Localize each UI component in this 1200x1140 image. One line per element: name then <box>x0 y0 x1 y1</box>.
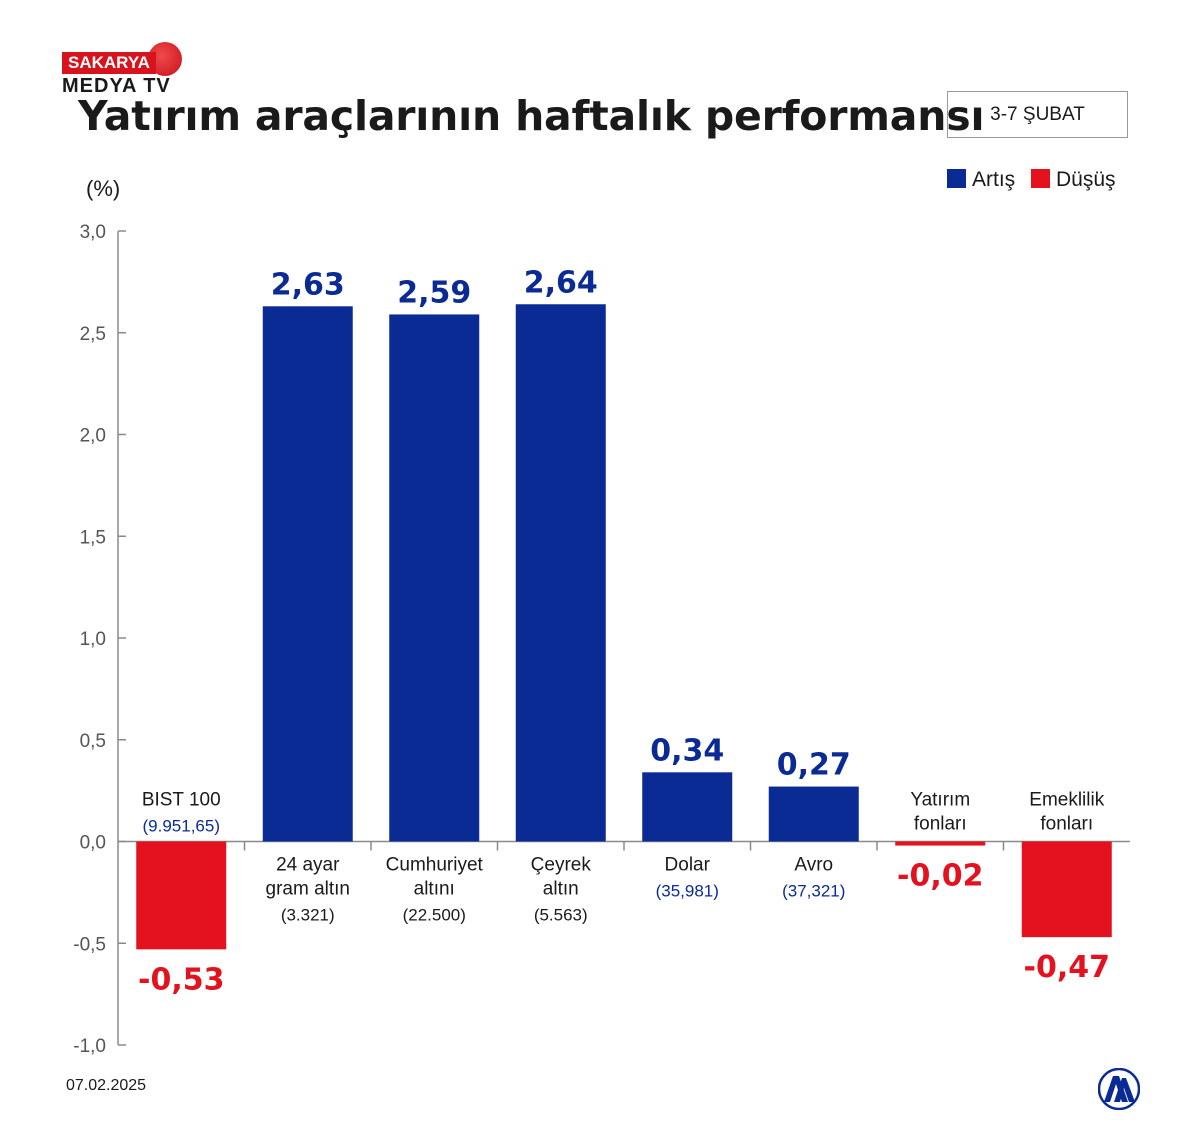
bar <box>895 841 986 846</box>
category-label: Dolar <box>665 855 711 876</box>
category-label: Cumhuriyet <box>386 855 484 876</box>
bar <box>768 786 859 842</box>
y-tick-label: 1,5 <box>80 527 106 548</box>
y-tick-label: 0,5 <box>80 731 106 752</box>
category-label: Emeklilik <box>1029 790 1104 811</box>
date-range-badge: 3-7 ŞUBAT <box>947 91 1128 138</box>
legend-item-dusus: Düşüş <box>1031 168 1116 192</box>
bar-value-label: 0,27 <box>777 748 851 783</box>
y-axis-unit-label: (%) <box>86 176 121 201</box>
bar-value-label: 2,64 <box>524 265 598 300</box>
bar-value-label: -0,53 <box>138 962 224 997</box>
category-label: altını <box>414 879 455 900</box>
bar-value-label: -0,47 <box>1024 950 1110 985</box>
logo-bottom-text: MEDYA TV <box>62 75 171 97</box>
category-sub-label: (3.321) <box>281 906 335 925</box>
y-tick-label: 2,0 <box>80 426 106 447</box>
bar <box>136 841 227 950</box>
footer-date: 07.02.2025 <box>66 1077 147 1094</box>
bar-value-label: 2,63 <box>271 267 345 302</box>
chart-legend: Artış Düşüş <box>947 168 1116 192</box>
category-label: Yatırım <box>910 790 970 811</box>
logo-top-text: SAKARYA <box>62 52 156 74</box>
category-sub-label: (37,321) <box>782 882 845 901</box>
category-sub-label: (22.500) <box>403 906 466 925</box>
chart-title: Yatırım araçlarının haftalık performansı <box>78 92 985 140</box>
category-label: fonları <box>1040 814 1093 835</box>
category-label: BIST 100 <box>142 790 221 811</box>
category-label: Çeyrek <box>531 855 592 876</box>
bar <box>262 306 353 842</box>
category-label: Avro <box>794 855 833 876</box>
category-label: gram altın <box>266 879 350 900</box>
y-tick-label: -1,0 <box>73 1036 106 1057</box>
aa-logo-icon <box>1098 1068 1140 1110</box>
legend-swatch-dusus <box>1031 169 1051 188</box>
bar <box>389 314 480 842</box>
bar-value-label: 2,59 <box>397 275 471 310</box>
category-label: altın <box>543 879 579 900</box>
legend-label-artis: Artış <box>972 168 1016 191</box>
sakarya-medya-logo: SAKARYA MEDYA TV <box>62 42 192 100</box>
category-sub-label: (5.563) <box>534 906 588 925</box>
legend-item-artis: Artış <box>947 168 1015 192</box>
y-tick-label: 3,0 <box>80 222 106 243</box>
legend-label-dusus: Düşüş <box>1056 168 1116 191</box>
legend-swatch-artis <box>947 169 966 188</box>
category-label: fonları <box>914 814 967 835</box>
y-tick-label: 2,5 <box>80 324 106 345</box>
y-tick-label: 1,0 <box>80 629 106 650</box>
bar <box>642 772 733 842</box>
bar <box>515 304 606 842</box>
y-tick-label: 0,0 <box>80 833 106 854</box>
bar-value-label: 0,34 <box>650 733 724 768</box>
category-label: 24 ayar <box>276 855 340 876</box>
category-sub-label: (9.951,65) <box>143 817 221 836</box>
bar <box>1021 841 1112 938</box>
category-sub-label: (35,981) <box>656 882 719 901</box>
y-tick-label: -0,5 <box>73 934 106 955</box>
bar-value-label: -0,02 <box>897 859 983 894</box>
